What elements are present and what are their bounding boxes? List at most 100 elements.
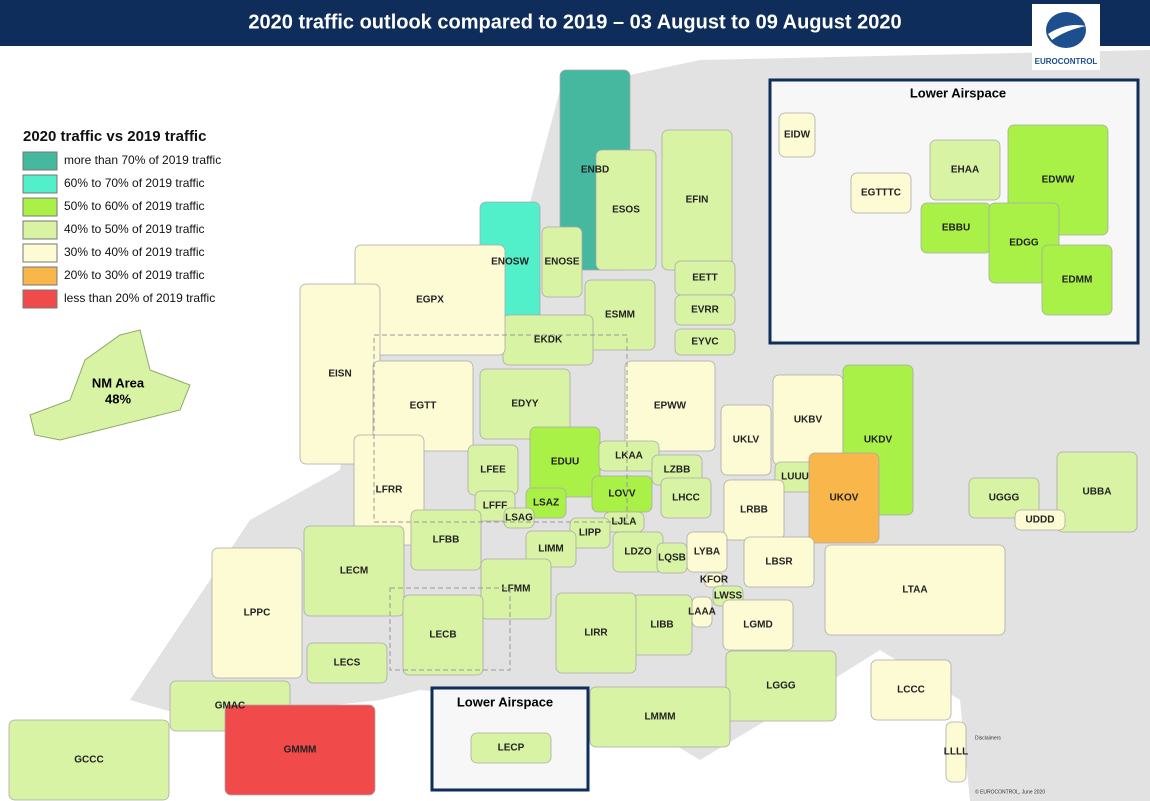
region-label: ENOSW — [491, 257, 529, 268]
region-label: LUUU — [781, 472, 809, 483]
inset-region — [778, 112, 816, 158]
inset-outline — [373, 334, 628, 523]
inset-title: Lower Airspace — [910, 85, 1006, 100]
region — [720, 404, 772, 476]
region-label: LZBB — [664, 465, 691, 476]
region-label: EFIN — [686, 195, 709, 206]
region — [945, 721, 967, 783]
region — [303, 525, 405, 617]
region-label: EKDK — [534, 335, 563, 346]
region — [725, 650, 837, 722]
region-label: EYVC — [691, 337, 718, 348]
legend-swatch — [22, 289, 58, 309]
region-label: LMMM — [644, 712, 675, 723]
region-label: LBSR — [765, 557, 793, 568]
logo-wing — [1048, 25, 1086, 40]
legend-label: less than 20% of 2019 traffic — [64, 291, 215, 305]
legend-title: 2020 traffic vs 2019 traffic — [23, 128, 206, 145]
region — [1056, 451, 1138, 533]
legend-label: more than 70% of 2019 traffic — [64, 153, 221, 167]
inset-region-label: LECP — [498, 743, 525, 754]
region-label: LKAA — [615, 451, 643, 462]
region-label: LIRR — [584, 628, 608, 639]
region — [224, 704, 376, 796]
region-label: UDDD — [1026, 515, 1055, 526]
region — [660, 477, 712, 519]
logo-text: EUROCONTROL — [1035, 57, 1098, 66]
header-bar — [0, 0, 1150, 46]
region — [1014, 509, 1066, 531]
legend-swatch — [22, 243, 58, 263]
region-label: EETT — [692, 273, 718, 284]
legend-swatch — [22, 220, 58, 240]
region-label: LSAZ — [533, 498, 559, 509]
region — [722, 599, 794, 651]
region-label: ENOSE — [544, 257, 579, 268]
region-label: UKOV — [830, 493, 859, 504]
inset-region — [1041, 244, 1113, 316]
inset-region — [929, 139, 1001, 201]
region — [541, 226, 583, 298]
legend-swatch — [22, 174, 58, 194]
legend-swatch — [22, 151, 58, 171]
region-label: ENBD — [581, 165, 609, 176]
copyright: © EUROCONTROL, June 2020 — [975, 788, 1045, 795]
region — [306, 642, 388, 684]
region — [480, 558, 552, 620]
region — [743, 536, 815, 588]
region-label: LGGG — [766, 681, 796, 692]
inset: Lower Airspace EIDW EHAA EDWW EGTTTC EBBU EDG… — [768, 78, 1140, 345]
region-label: LFMM — [502, 584, 531, 595]
region-label: LHCC — [672, 493, 700, 504]
inset-title: Lower Airspace — [457, 694, 553, 709]
legend: 2020 traffic vs 2019 traffic more than 7… — [22, 128, 221, 309]
region — [870, 659, 952, 721]
legend-swatch — [22, 197, 58, 217]
legend-label: 60% to 70% of 2019 traffic — [64, 176, 205, 190]
region-label: EPWW — [654, 401, 687, 412]
region-label: ESOS — [612, 205, 640, 216]
region-label: LCCC — [897, 685, 925, 696]
inset-region — [470, 732, 552, 764]
region-label: LECB — [429, 630, 456, 641]
region — [410, 509, 482, 571]
title: 2020 traffic outlook compared to 2019 – … — [248, 11, 901, 33]
region-label: LFEE — [480, 465, 506, 476]
region — [503, 507, 535, 529]
inset-region-label: EIDW — [784, 130, 811, 141]
region-label: LDZO — [624, 547, 651, 558]
region-label: LFBB — [433, 535, 460, 546]
region-label: UBBA — [1083, 487, 1112, 498]
region-label: UGGG — [989, 493, 1020, 504]
region — [479, 368, 571, 440]
region — [624, 360, 716, 452]
legend-label: 30% to 40% of 2019 traffic — [64, 245, 205, 259]
inset-region-label: EHAA — [951, 165, 979, 176]
region-label: LYBA — [694, 547, 720, 558]
region-label: LWSS — [714, 591, 743, 602]
region — [555, 592, 637, 674]
inset-region — [988, 202, 1060, 284]
region — [595, 149, 657, 271]
nm-area-share: 48% — [105, 391, 131, 406]
region-label: EGTT — [410, 401, 437, 412]
region — [703, 572, 725, 588]
legend-label: 40% to 50% of 2019 traffic — [64, 222, 205, 236]
inset-region-label: EDWW — [1042, 175, 1075, 186]
region — [8, 719, 170, 801]
region — [824, 544, 1006, 636]
region-label: EISN — [328, 369, 351, 380]
region — [589, 686, 731, 748]
region — [525, 487, 567, 519]
inset-region-label: EBBU — [942, 223, 970, 234]
regions: ENBD ENOSW ENOSE ESOS EFIN EETT EVRR EYVC ESMM EK… — [8, 69, 1138, 801]
region-label: EDYY — [511, 399, 539, 410]
region-label: UKLV — [733, 435, 760, 446]
region-label: UKDV — [864, 435, 893, 446]
region — [402, 594, 484, 676]
inset-region-label: EGTTTC — [861, 188, 901, 199]
region — [656, 542, 688, 574]
region-label: LAAA — [688, 607, 716, 618]
disclaimer-title: Disclaimers — [975, 735, 1001, 741]
